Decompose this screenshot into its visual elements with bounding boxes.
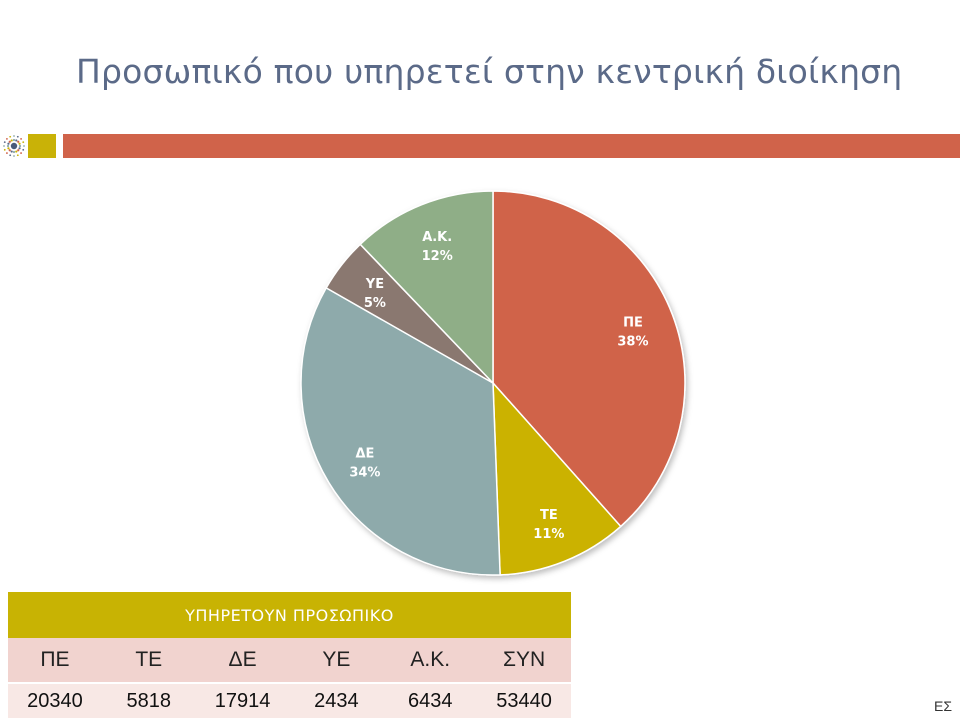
pie-slice-5 — [359, 190, 494, 385]
slice-category-label: ΔΕ — [355, 447, 374, 462]
table-cell: 5818 — [101, 683, 196, 718]
column-header: Α.Κ. — [383, 638, 478, 684]
table-cell: 2434 — [289, 683, 384, 718]
column-header: ΔΕ — [195, 638, 290, 684]
slice-category-label: Α.Κ. — [422, 230, 452, 245]
accent-bar — [63, 134, 960, 158]
slide-title: Προσωπικό που υπηρετεί στην κεντρική διο… — [76, 52, 903, 91]
table-category-row: ΠΕ ΤΕ ΔΕ ΥΕ Α.Κ. ΣΥΝ — [8, 638, 571, 684]
column-header: ΠΕ — [8, 638, 102, 684]
slice-percent-label: 5% — [364, 296, 386, 311]
table-cell: 20340 — [8, 683, 102, 718]
author-initials: ΕΣ — [934, 698, 952, 714]
pie-slice-2 — [492, 380, 622, 576]
slice-category-label: ΥΕ — [365, 277, 384, 292]
staff-table: ΥΠΗΡΕΤΟΥΝ ΠΡΟΣΩΠΙΚΟ ΠΕ ΤΕ ΔΕ ΥΕ Α.Κ. ΣΥΝ… — [8, 592, 571, 718]
table-cell: 53440 — [477, 683, 571, 718]
column-header: ΥΕ — [289, 638, 384, 684]
table-header: ΥΠΗΡΕΤΟΥΝ ΠΡΟΣΩΠΙΚΟ — [8, 592, 571, 638]
slice-percent-label: 12% — [422, 249, 453, 264]
table-values-row: 20340 5818 17914 2434 6434 53440 — [8, 683, 571, 718]
pie-slice-3 — [300, 286, 501, 576]
column-header: ΣΥΝ — [477, 638, 571, 684]
slice-category-label: ΠΕ — [623, 316, 643, 331]
slice-category-label: ΤΕ — [540, 508, 558, 523]
sunburst-icon — [3, 135, 25, 157]
table-cell: 6434 — [383, 683, 478, 718]
column-header: ΤΕ — [101, 638, 196, 684]
slice-percent-label: 11% — [533, 527, 564, 542]
pie-slice-1 — [492, 190, 686, 528]
accent-square — [28, 134, 56, 158]
slice-percent-label: 38% — [617, 335, 648, 350]
table-cell: 17914 — [195, 683, 290, 718]
slice-percent-label: 34% — [349, 466, 380, 481]
